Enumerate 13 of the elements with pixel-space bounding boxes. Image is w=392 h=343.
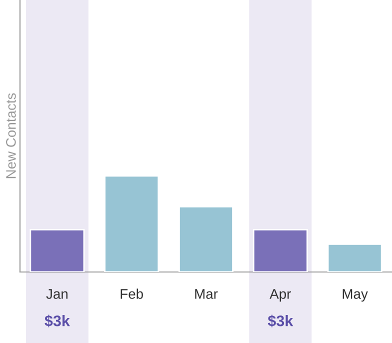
bar (327, 243, 382, 272)
y-axis-title: New Contacts (6, 93, 16, 178)
x-tick-label: Feb (120, 288, 143, 299)
bar (178, 206, 234, 272)
x-tick-label: May (342, 289, 368, 302)
bar (104, 175, 160, 272)
x-tick-label: Jan (46, 289, 68, 299)
bar (30, 229, 85, 272)
text: $3k (44, 314, 70, 328)
x-tick-label: Mar (195, 289, 218, 299)
text: $3k (268, 314, 294, 328)
x-tick-label: Apr (270, 289, 291, 302)
bar (252, 229, 308, 272)
